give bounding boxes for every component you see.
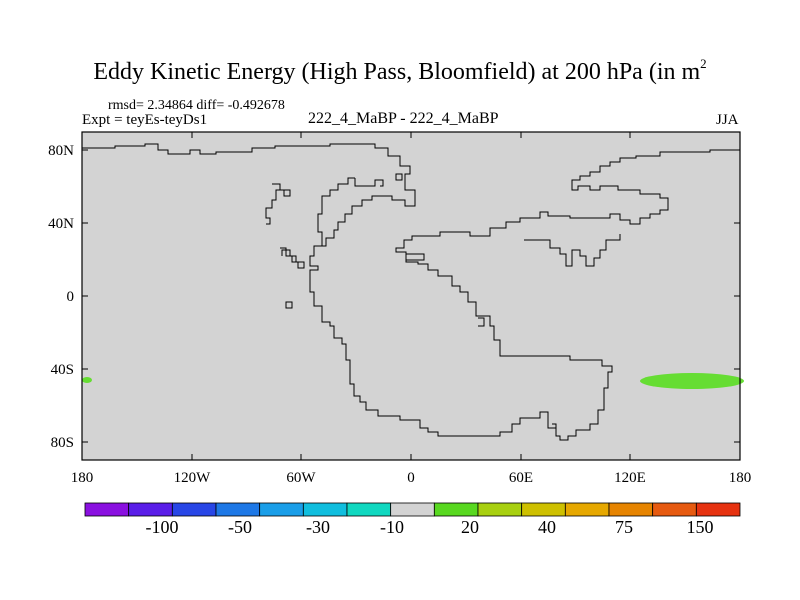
colorbar-swatch <box>390 502 435 517</box>
lat-label: 80S <box>51 435 74 451</box>
colorbar-label: -50 <box>228 517 252 537</box>
colorbar-swatch <box>433 502 479 517</box>
season-label: JJA <box>716 112 739 128</box>
coastline-island-b <box>395 173 403 181</box>
colorbar-swatch <box>564 502 610 517</box>
colorbar-swatch <box>128 502 173 517</box>
longitude-labels: 180 120W 60W 0 60E 120E 180 <box>71 470 752 486</box>
coastline-greenland <box>265 183 291 225</box>
coastline-island-e <box>552 423 557 430</box>
colorbar-swatch <box>521 502 566 517</box>
coastline-inner-east <box>524 234 621 267</box>
plot-title: Eddy Kinetic Energy (High Pass, Bloomfie… <box>0 56 800 86</box>
map-ticks <box>81 132 741 460</box>
lon-label: 0 <box>407 470 415 486</box>
coastline-central-west <box>280 247 305 269</box>
colorbar-swatch <box>652 502 697 517</box>
coastline-north-america <box>309 149 740 441</box>
map-background <box>82 132 740 460</box>
positive-anomaly-south-pacific <box>640 373 744 389</box>
coastline-island-c <box>406 253 425 261</box>
stats-label: rmsd= 2.34864 diff= -0.492678 <box>108 98 285 113</box>
colorbar-label: 150 <box>687 517 714 537</box>
coastlines <box>82 143 740 441</box>
colorbar-swatch <box>215 502 261 517</box>
colorbar-swatch <box>302 502 348 517</box>
comparison-label: 222_4_MaBP - 222_4_MaBP <box>308 110 499 127</box>
anomaly-patches <box>82 373 744 389</box>
coastline-island-d <box>478 317 485 327</box>
lat-label: 0 <box>67 289 75 305</box>
colorbar-label: 75 <box>615 517 633 537</box>
lat-label: 80N <box>48 143 74 159</box>
title-exponent-1: 2 <box>700 56 707 71</box>
lon-label: 60W <box>286 470 316 486</box>
positive-anomaly-dateline <box>82 377 92 383</box>
colorbar <box>84 502 741 517</box>
colorbar-swatch <box>171 502 217 517</box>
colorbar-swatch <box>84 502 130 517</box>
lon-label: 120W <box>174 470 212 486</box>
lon-label: 180 <box>71 470 94 486</box>
lat-label: 40S <box>51 362 74 378</box>
latitude-labels: 80N 40N 0 40S 80S <box>48 143 74 451</box>
lon-label: 120E <box>614 470 646 486</box>
lon-label: 60E <box>509 470 533 486</box>
colorbar-swatch <box>259 502 304 517</box>
lat-label: 40N <box>48 216 74 232</box>
colorbar-label: 20 <box>461 517 479 537</box>
coastline-north-polar <box>82 143 416 247</box>
colorbar-labels: -100 -50 -30 -10 20 40 75 150 <box>146 517 714 537</box>
colorbar-swatch <box>608 502 654 517</box>
coastline-island-a <box>285 301 293 309</box>
colorbar-label: -30 <box>306 517 330 537</box>
title-text: Eddy Kinetic Energy (High Pass, Bloomfie… <box>93 59 701 85</box>
colorbar-swatch <box>695 502 741 517</box>
colorbar-swatch <box>477 502 523 517</box>
colorbar-label: -10 <box>380 517 404 537</box>
expt-label: Expt = teyEs-teyDs1 <box>82 112 208 128</box>
colorbar-swatch <box>346 502 392 517</box>
colorbar-label: -100 <box>146 517 179 537</box>
lon-label: 180 <box>729 470 752 486</box>
colorbar-label: 40 <box>538 517 556 537</box>
